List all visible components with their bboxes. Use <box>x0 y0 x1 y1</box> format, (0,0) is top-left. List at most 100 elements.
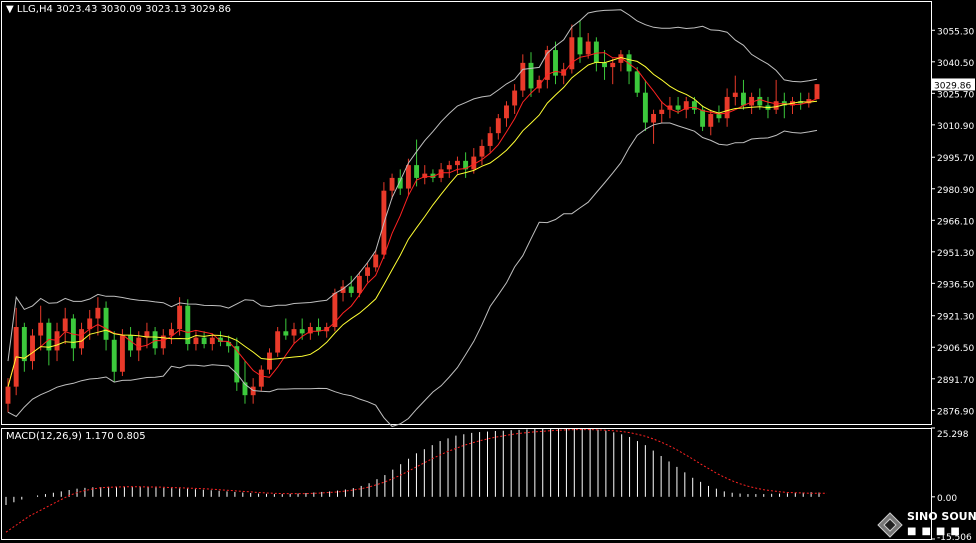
candle-body <box>111 339 117 372</box>
candle-body <box>373 254 379 268</box>
candle-body <box>267 352 272 370</box>
price-tick-label: 2876.90 <box>937 407 974 417</box>
candle-body <box>87 318 93 330</box>
candle-body <box>642 92 648 123</box>
price-tick-label: 2966.10 <box>937 217 974 227</box>
candle-body <box>119 335 125 372</box>
candle-body <box>201 337 207 345</box>
candle-body <box>569 37 575 70</box>
candle-body <box>544 50 550 80</box>
candle-body <box>585 41 591 55</box>
price-tick-label: 3025.70 <box>937 90 974 100</box>
price-tick-label: 3055.30 <box>937 27 974 37</box>
candle-body <box>234 346 240 383</box>
candle-body <box>160 335 166 349</box>
candle-body <box>185 305 191 345</box>
price-tick-label: 2906.50 <box>937 344 974 354</box>
candle-body <box>21 327 27 362</box>
candle-body <box>283 331 289 336</box>
price-tick-label: 2921.30 <box>937 313 974 323</box>
candle-body <box>724 96 730 119</box>
candle-body <box>593 41 599 63</box>
candle-body <box>152 331 158 349</box>
candle-body <box>62 318 68 332</box>
candle-body <box>103 307 109 340</box>
ohlc-values: 3023.43 3030.09 3023.13 3029.86 <box>56 4 231 15</box>
current-price-label: 3029.86 <box>934 81 971 91</box>
candle-body <box>716 113 722 119</box>
candle-body <box>177 305 183 330</box>
watermark-logo: SINO SOUND ■■■■ <box>877 509 976 541</box>
bollinger-upper-line <box>7 9 818 362</box>
price-tick-label: 2980.90 <box>937 186 974 196</box>
candle-body <box>520 62 526 91</box>
candle-body <box>414 165 420 178</box>
candle-body <box>136 337 142 351</box>
candle-body <box>749 96 755 106</box>
macd-label: MACD(12,26,9) 1.170 0.805 <box>6 431 146 442</box>
symbol-header: ▼ LLG,H4 3023.43 3030.09 3023.13 3029.86 <box>6 4 231 16</box>
macd-tick-label: -15.506 <box>937 533 972 543</box>
candle-body <box>316 327 321 332</box>
candle-body <box>291 329 297 336</box>
candle-body <box>30 335 35 362</box>
candle-body <box>528 62 534 89</box>
candle-body <box>732 92 738 97</box>
candle-body <box>299 329 305 334</box>
candle-body <box>634 71 640 93</box>
candle-body <box>128 335 134 351</box>
price-tick-label: 2891.70 <box>937 376 974 386</box>
candle-body <box>365 267 371 276</box>
candle-body <box>79 329 84 349</box>
candle-body <box>700 109 706 127</box>
candle-body <box>307 327 313 334</box>
price-tick-label: 2995.70 <box>937 154 974 164</box>
candle-body <box>242 382 248 396</box>
macd-tick-label: 25.298 <box>937 430 969 440</box>
menu-triangle-icon[interactable]: ▼ <box>6 4 14 15</box>
candle-body <box>479 145 485 157</box>
candle-body <box>438 169 444 178</box>
candle-body <box>512 90 518 106</box>
candle-body <box>209 337 215 345</box>
candle-body <box>46 322 52 351</box>
candle-body <box>446 165 452 170</box>
candle-body <box>504 105 509 119</box>
candle-body <box>275 331 281 353</box>
candle-body <box>348 286 354 293</box>
candle-body <box>618 54 624 63</box>
candle-body <box>38 322 44 336</box>
price-tick-label: 3040.50 <box>937 59 974 69</box>
candle-body <box>610 62 616 68</box>
sino-sound-logo-icon <box>877 512 903 538</box>
price-tick-label: 3010.90 <box>937 122 974 132</box>
candle-body <box>471 156 477 170</box>
candle-body <box>430 173 436 178</box>
candle-body <box>667 105 673 110</box>
candle-body <box>675 105 681 110</box>
price-tick-label: 2951.30 <box>937 249 974 259</box>
candle-body <box>332 292 338 328</box>
candle-body <box>144 331 150 338</box>
symbol-label: LLG,H4 <box>16 4 53 15</box>
ma-fast-line <box>7 52 818 387</box>
candle-body <box>659 109 665 114</box>
price-tick-label: 2936.50 <box>937 280 974 290</box>
candle-body <box>577 37 583 55</box>
candle-body <box>226 341 232 347</box>
candle-body <box>389 177 395 191</box>
candle-body <box>356 275 362 293</box>
candle-body <box>806 99 812 104</box>
candle-body <box>536 79 542 89</box>
candle-body <box>741 92 746 106</box>
bollinger-lower-line <box>7 122 818 428</box>
macd-pane-frame <box>1 428 932 540</box>
candle-body <box>258 369 264 387</box>
candle-body <box>218 337 223 342</box>
candle-body <box>422 173 428 178</box>
candle-body <box>757 96 763 106</box>
candle-body <box>5 386 11 404</box>
candle-body <box>814 84 820 100</box>
candle-body <box>708 113 714 127</box>
candle-body <box>773 101 779 110</box>
